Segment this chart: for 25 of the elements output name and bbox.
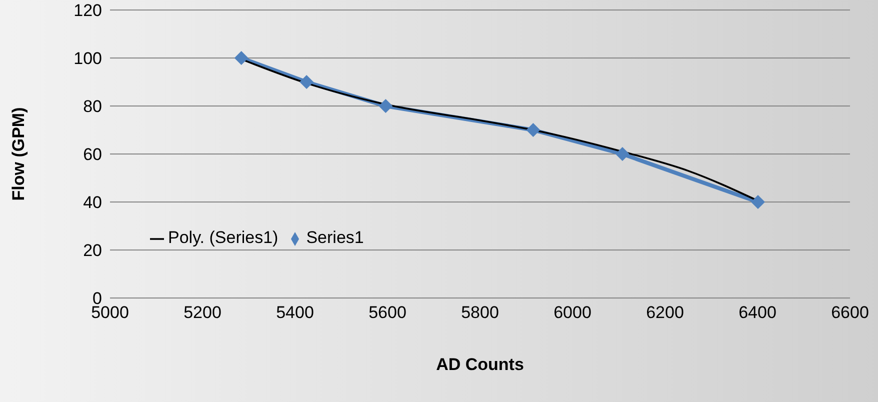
x-tick-label: 5000 bbox=[91, 303, 129, 322]
y-tick-label: 80 bbox=[83, 97, 102, 116]
x-tick-label: 5400 bbox=[276, 303, 314, 322]
x-tick-label: 5800 bbox=[461, 303, 499, 322]
y-tick-label: 60 bbox=[83, 145, 102, 164]
point bbox=[615, 147, 630, 161]
point bbox=[526, 123, 540, 137]
x-tick-label: 6400 bbox=[738, 303, 776, 322]
y-tick-label: 20 bbox=[83, 241, 102, 260]
x-tick-label: 6000 bbox=[554, 303, 592, 322]
x-tick-label: 5600 bbox=[368, 303, 406, 322]
y-tick-label: 100 bbox=[74, 49, 102, 68]
x-tick-label: 5200 bbox=[184, 303, 222, 322]
y-tick-label: 120 bbox=[74, 1, 102, 20]
x-axis-title: AD Counts bbox=[436, 355, 524, 374]
x-tick-label: 6200 bbox=[646, 303, 684, 322]
legend-label: Series1 bbox=[306, 228, 364, 247]
y-tick-label: 40 bbox=[83, 193, 102, 212]
y-axis-title: Flow (GPM) bbox=[9, 107, 28, 201]
x-tick-label: 6600 bbox=[831, 303, 869, 322]
point bbox=[378, 99, 393, 113]
legend-label: Poly. (Series1) bbox=[168, 228, 278, 247]
point bbox=[750, 195, 765, 209]
point bbox=[234, 51, 248, 65]
point bbox=[300, 75, 314, 89]
